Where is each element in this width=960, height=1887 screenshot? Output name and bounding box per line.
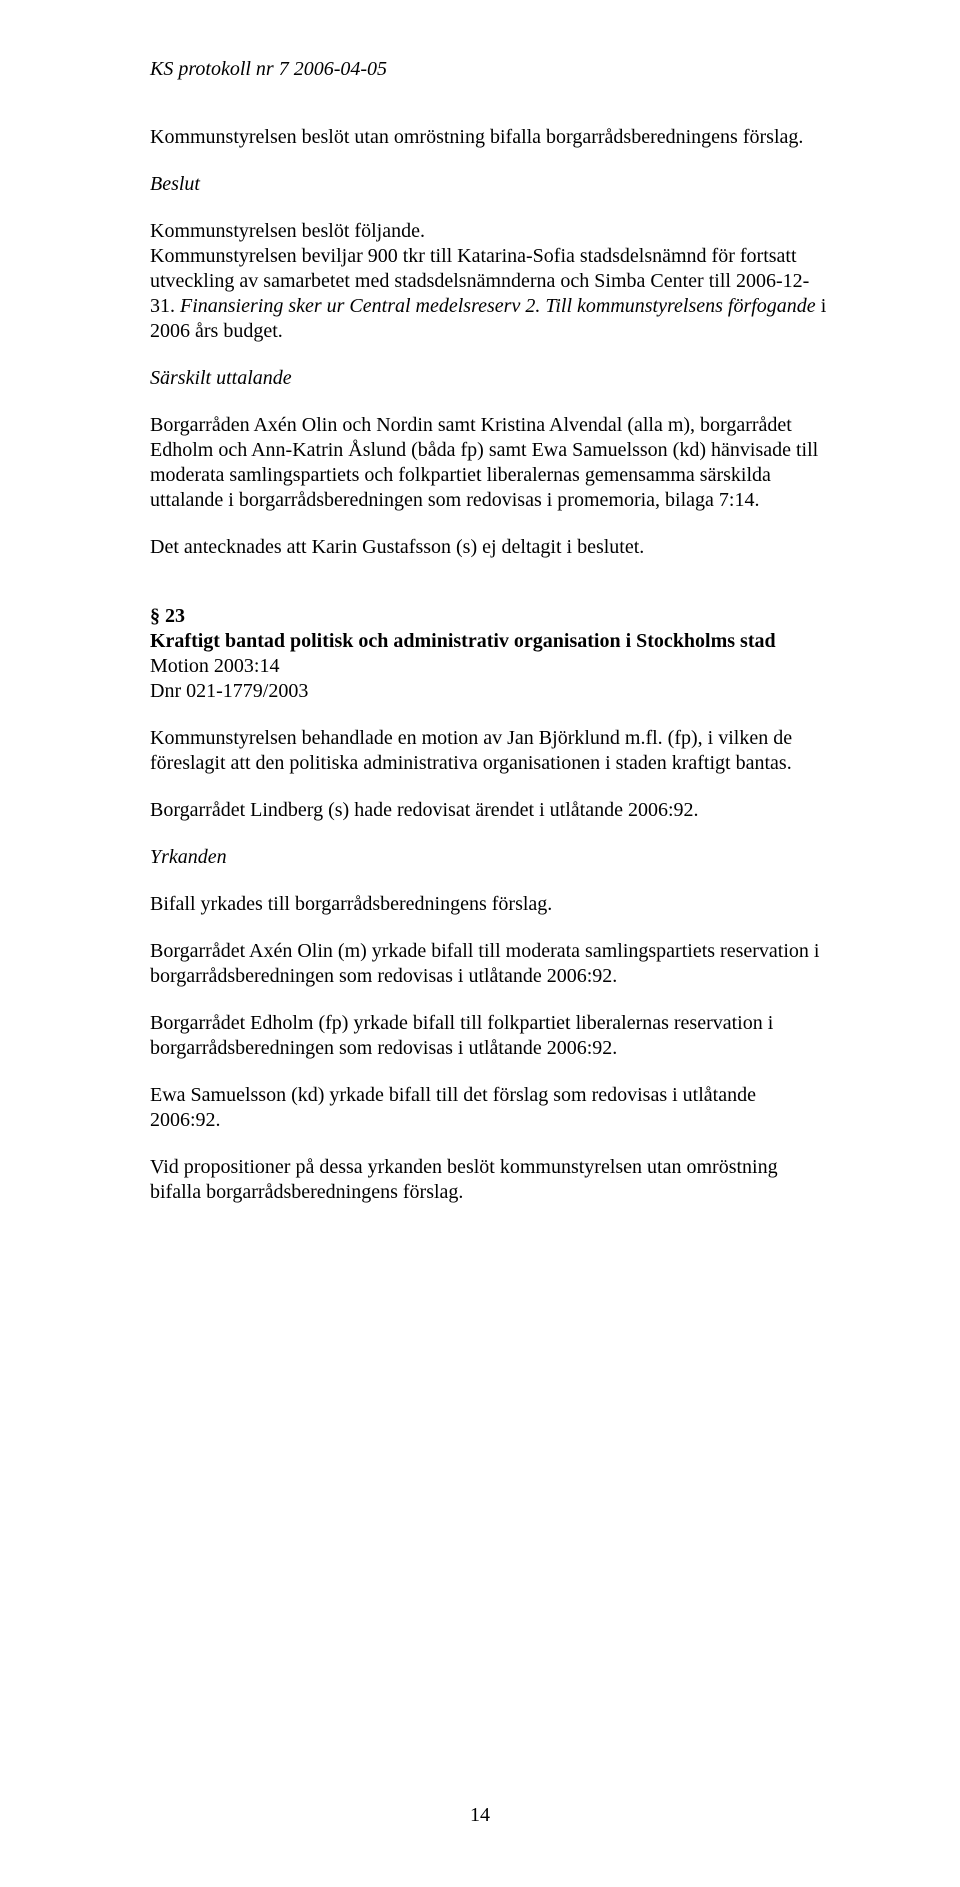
section-dnr: Dnr 021-1779/2003 [150, 679, 830, 704]
paragraph: Borgarrådet Axén Olin (m) yrkade bifall … [150, 939, 830, 989]
paragraph: Kommunstyrelsen beslöt följande. [150, 219, 830, 244]
paragraph: Kommunstyrelsen beslöt utan omröstning b… [150, 125, 830, 150]
paragraph: Borgarrådet Edholm (fp) yrkade bifall ti… [150, 1011, 830, 1061]
paragraph: Det antecknades att Karin Gustafsson (s)… [150, 535, 830, 560]
paragraph: Vid propositioner på dessa yrkanden besl… [150, 1155, 830, 1205]
paragraph: Borgarråden Axén Olin och Nordin samt Kr… [150, 413, 830, 513]
section-title: Kraftigt bantad politisk och administrat… [150, 629, 830, 654]
page-header: KS protokoll nr 7 2006-04-05 [150, 58, 830, 81]
section-motion: Motion 2003:14 [150, 654, 830, 679]
text-run-italic: Finansiering sker ur Central medelsreser… [180, 295, 816, 317]
section-number: § 23 [150, 604, 830, 629]
paragraph: Kommunstyrelsen behandlade en motion av … [150, 726, 830, 776]
page-number: 14 [0, 1804, 960, 1827]
paragraph: Kommunstyrelsen beviljar 900 tkr till Ka… [150, 244, 830, 344]
paragraph: Bifall yrkades till borgarrådsberedninge… [150, 892, 830, 917]
yrkanden-heading: Yrkanden [150, 845, 830, 870]
document-page: KS protokoll nr 7 2006-04-05 Kommunstyre… [0, 0, 960, 1887]
paragraph: Ewa Samuelsson (kd) yrkade bifall till d… [150, 1083, 830, 1133]
paragraph: Borgarrådet Lindberg (s) hade redovisat … [150, 798, 830, 823]
section-23-heading-block: § 23 Kraftigt bantad politisk och admini… [150, 604, 830, 704]
sarskilt-uttalande-heading: Särskilt uttalande [150, 366, 830, 391]
beslut-heading: Beslut [150, 172, 830, 197]
